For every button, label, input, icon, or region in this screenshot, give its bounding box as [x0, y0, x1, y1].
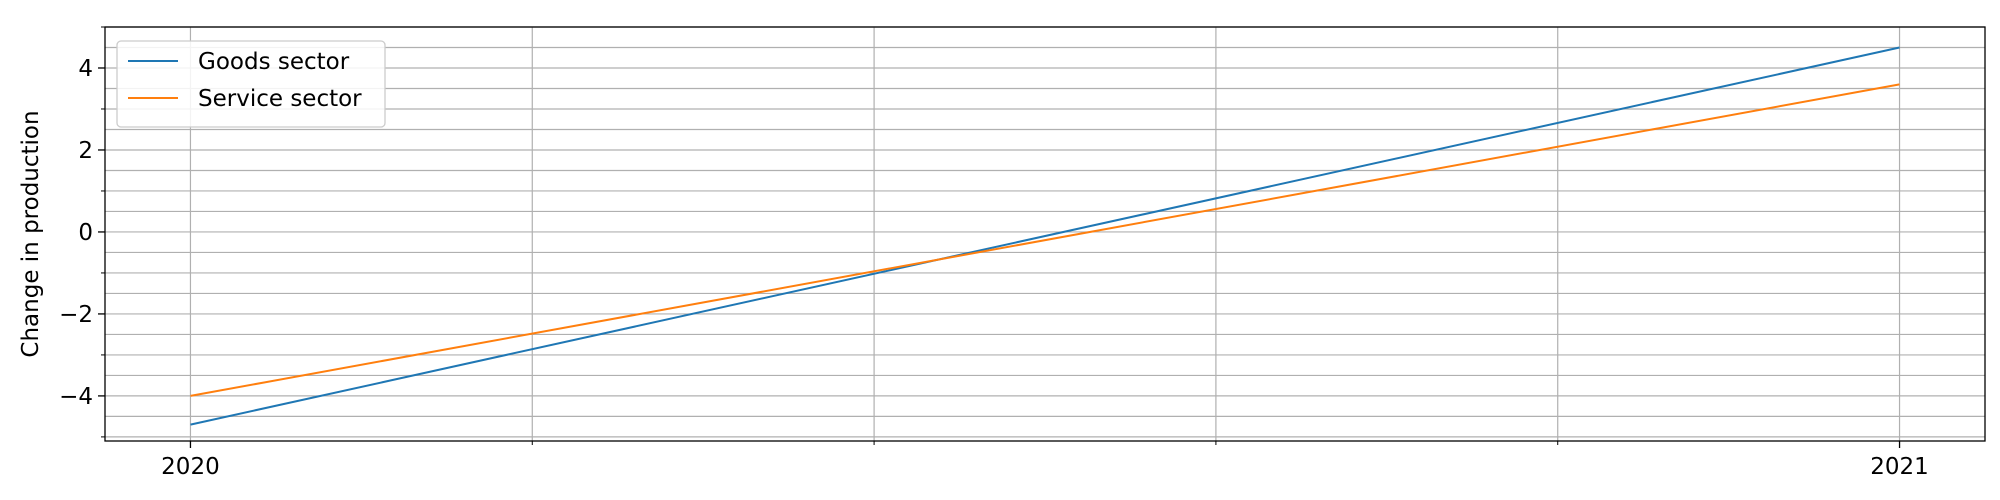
y-tick-label: −4 [59, 384, 93, 410]
y-tick-label: 4 [78, 56, 93, 82]
series-line-0 [190, 46, 1900, 426]
tick-labels: −4 −2 0 2 4 2020 2021 [59, 56, 1929, 480]
y-axis-label: Change in production [18, 110, 44, 357]
y-tick-label: 2 [78, 138, 93, 164]
legend-box [116, 40, 386, 128]
x-tick-label: 2021 [1870, 454, 1929, 480]
x-tick-label: 2020 [161, 454, 220, 480]
plot-frame [104, 26, 1986, 442]
y-tick-label: 0 [78, 220, 93, 246]
series-line-1 [190, 83, 1900, 397]
legend-label-1: Service sector [198, 86, 362, 112]
axes [98, 26, 1986, 448]
series-lines [190, 46, 1900, 426]
legend: Goods sector Service sector [116, 40, 386, 128]
legend-label-0: Goods sector [198, 49, 350, 75]
grid [105, 26, 1985, 441]
y-tick-label: −2 [59, 302, 93, 328]
